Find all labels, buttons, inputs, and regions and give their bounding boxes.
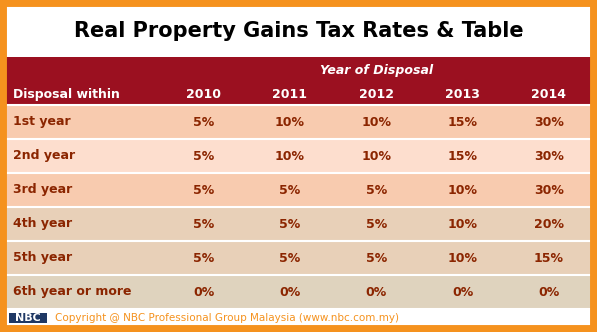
Bar <box>5 5 592 57</box>
Bar <box>5 275 592 309</box>
Text: 20%: 20% <box>534 217 564 230</box>
Text: 5%: 5% <box>365 217 387 230</box>
Text: 10%: 10% <box>275 149 305 162</box>
Bar <box>5 139 592 173</box>
Text: 5%: 5% <box>193 149 214 162</box>
Text: 5%: 5% <box>279 217 301 230</box>
Text: 2014: 2014 <box>531 88 567 101</box>
Bar <box>5 57 592 105</box>
Text: Disposal within: Disposal within <box>13 88 120 101</box>
Text: NBC: NBC <box>15 313 41 323</box>
Bar <box>5 241 592 275</box>
Text: 2011: 2011 <box>272 88 307 101</box>
Bar <box>5 105 592 139</box>
Text: 0%: 0% <box>365 286 387 298</box>
Text: 10%: 10% <box>361 149 391 162</box>
Text: 0%: 0% <box>538 286 559 298</box>
Text: 10%: 10% <box>448 184 478 197</box>
Text: 5th year: 5th year <box>13 252 72 265</box>
Text: Year of Disposal: Year of Disposal <box>320 64 433 77</box>
Text: 0%: 0% <box>452 286 473 298</box>
Text: 2010: 2010 <box>186 88 221 101</box>
Text: 1st year: 1st year <box>13 116 70 128</box>
Text: 15%: 15% <box>534 252 564 265</box>
Bar <box>5 207 592 241</box>
Text: 5%: 5% <box>193 217 214 230</box>
Text: 10%: 10% <box>448 252 478 265</box>
Text: 30%: 30% <box>534 149 564 162</box>
Text: 3rd year: 3rd year <box>13 184 72 197</box>
Text: 10%: 10% <box>275 116 305 128</box>
Text: 10%: 10% <box>448 217 478 230</box>
Bar <box>5 173 592 207</box>
Text: 0%: 0% <box>279 286 301 298</box>
Text: 5%: 5% <box>279 252 301 265</box>
Text: 5%: 5% <box>365 184 387 197</box>
Text: 15%: 15% <box>448 116 478 128</box>
Text: 5%: 5% <box>193 252 214 265</box>
Text: 0%: 0% <box>193 286 214 298</box>
Text: 15%: 15% <box>448 149 478 162</box>
Text: 5%: 5% <box>193 116 214 128</box>
Text: 4th year: 4th year <box>13 217 72 230</box>
Text: 2013: 2013 <box>445 88 480 101</box>
Text: 2nd year: 2nd year <box>13 149 75 162</box>
Text: 10%: 10% <box>361 116 391 128</box>
Text: 5%: 5% <box>365 252 387 265</box>
Bar <box>9 313 47 323</box>
Text: 6th year or more: 6th year or more <box>13 286 131 298</box>
Text: 30%: 30% <box>534 116 564 128</box>
Bar <box>5 309 592 327</box>
Text: 5%: 5% <box>279 184 301 197</box>
Text: 2012: 2012 <box>359 88 394 101</box>
Text: 30%: 30% <box>534 184 564 197</box>
Text: Copyright @ NBC Professional Group Malaysia (www.nbc.com.my): Copyright @ NBC Professional Group Malay… <box>55 313 399 323</box>
Text: 5%: 5% <box>193 184 214 197</box>
Text: Real Property Gains Tax Rates & Table: Real Property Gains Tax Rates & Table <box>73 21 524 41</box>
